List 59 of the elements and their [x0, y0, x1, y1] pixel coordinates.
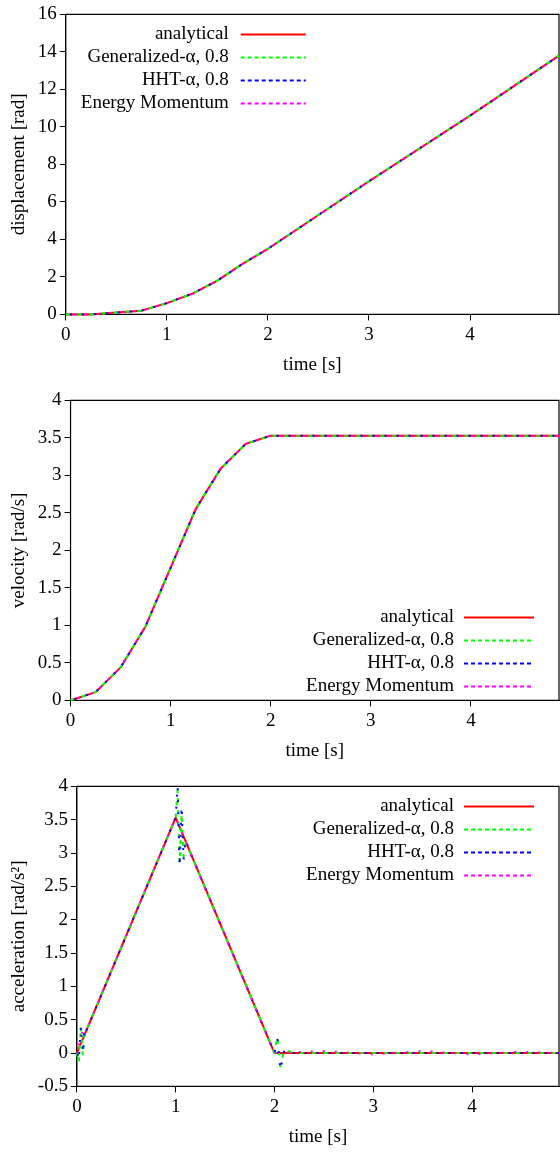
x-tick-label: 2 [263, 322, 273, 344]
y-tick-label: 4 [47, 227, 58, 249]
legend-label: Generalized-α, 0.8 [312, 628, 454, 650]
y-tick-label: 0.5 [37, 650, 62, 672]
y-tick-label: 2 [58, 907, 68, 929]
legend-label: HHT-α, 0.8 [367, 840, 454, 862]
y-tick-label: 14 [37, 39, 58, 61]
x-tick-label: 1 [162, 322, 172, 344]
x-tick-label: 3 [368, 1094, 379, 1116]
y-tick-label: 4 [52, 388, 63, 410]
legend-label: Energy Momentum [306, 674, 455, 696]
y-tick-label: 3.5 [44, 807, 68, 829]
y-tick-label: 1.5 [44, 941, 68, 963]
y-tick-label: 10 [37, 114, 57, 136]
x-axis-title: time [s] [288, 1124, 348, 1146]
x-tick-label: 4 [467, 1094, 478, 1116]
legend-label: Energy Momentum [80, 91, 229, 113]
x-tick-label: 4 [465, 322, 476, 344]
legend-label: analytical [154, 22, 229, 44]
y-tick-label: 8 [47, 152, 57, 174]
x-axis-title: time [s] [285, 738, 345, 760]
legend-label: Generalized-α, 0.8 [87, 45, 229, 67]
x-axis-title: time [s] [283, 352, 342, 374]
legend-label: Energy Momentum [306, 863, 455, 885]
y-tick-label: 0 [58, 1041, 68, 1063]
x-tick-label: 1 [165, 708, 176, 730]
x-tick-label: 3 [366, 708, 376, 730]
y-tick-label: -0.5 [37, 1074, 68, 1096]
x-tick-label: 3 [364, 322, 374, 344]
y-tick-label: 16 [37, 2, 57, 24]
y-tick-label: 12 [37, 77, 57, 99]
y-tick-label: 0 [47, 302, 57, 324]
y-axis-title: velocity [rad/s] [7, 492, 29, 609]
y-tick-label: 0 [52, 688, 62, 710]
y-tick-label: 1 [58, 974, 68, 996]
y-axis-title: displacement [rad] [7, 93, 29, 236]
legend-label: Generalized-α, 0.8 [312, 817, 454, 839]
y-tick-label: 1.5 [37, 575, 62, 597]
y-tick-label: 3 [52, 463, 62, 485]
y-tick-label: 3 [58, 841, 68, 863]
x-tick-label: 1 [170, 1094, 181, 1116]
y-tick-label: 2 [47, 264, 57, 286]
x-tick-label: 2 [265, 708, 276, 730]
legend-label: analytical [380, 794, 454, 816]
y-tick-label: 3.5 [37, 425, 62, 447]
legend-label: HHT-α, 0.8 [141, 68, 229, 90]
legend-label: analytical [380, 605, 454, 627]
y-tick-label: 4 [58, 774, 69, 796]
legend-label: HHT-α, 0.8 [367, 651, 454, 673]
y-tick-label: 2 [52, 538, 62, 560]
y-tick-label: 0.5 [44, 1007, 68, 1029]
y-tick-label: 2.5 [37, 500, 62, 522]
x-tick-label: 2 [269, 1094, 280, 1116]
x-tick-label: 0 [72, 1094, 82, 1116]
y-axis-title: acceleration [rad/s²] [7, 860, 29, 1013]
y-tick-label: 6 [47, 189, 57, 211]
x-tick-label: 4 [466, 708, 477, 730]
y-tick-label: 2.5 [44, 874, 68, 896]
y-tick-label: 1 [52, 613, 62, 635]
